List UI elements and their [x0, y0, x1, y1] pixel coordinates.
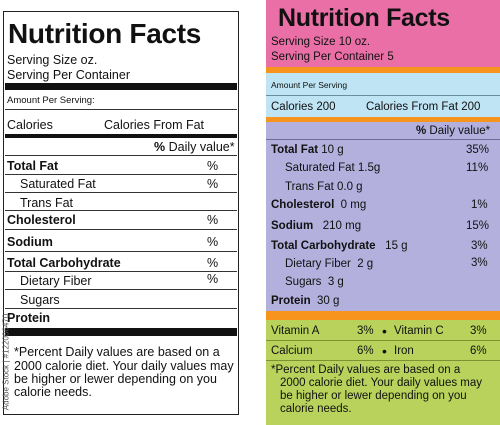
left-divider: [5, 308, 237, 309]
right-iron-pct: 6%: [470, 345, 487, 357]
right-percent-sign: %: [416, 125, 427, 137]
right-nutrients-band: [266, 122, 500, 311]
left-row-protein: Protein: [7, 311, 51, 325]
right-row-protein: Protein 30 g: [271, 295, 340, 307]
right-vitamin-a-pct: 3%: [357, 325, 374, 337]
right-row-sodium: Sodium 210 mg: [271, 220, 362, 232]
right-serving-per-container: Serving Per Container 5: [271, 51, 394, 63]
right-amount-per-serving: Amount Per Serving: [271, 80, 348, 90]
right-footnote-line-1: *Percent Daily values are based on a: [271, 364, 461, 376]
left-calories: Calories: [7, 118, 53, 132]
left-row-sodium-pct: %: [207, 235, 219, 249]
left-row-total-carbohydrate-pct: %: [207, 256, 219, 270]
right-divider: [266, 139, 500, 140]
right-footnote-line-4: calorie needs.: [280, 403, 352, 415]
left-footnote-line-2: 2000 calorie diet. Your daily values may: [14, 359, 234, 373]
left-row-total-fat: Total Fat: [7, 159, 59, 173]
right-daily-value-text: Daily value*: [426, 125, 491, 137]
right-row-total-fat: Total Fat 10 g: [271, 144, 344, 156]
left-nutrition-label: Nutrition Facts Serving Size oz. Serving…: [0, 0, 245, 425]
left-row-total-fat-pct: %: [207, 159, 219, 173]
left-daily-value-text: Daily value*: [165, 140, 235, 154]
left-row-total-carbohydrate: Total Carbohydrate: [7, 256, 121, 270]
right-row-total-carbohydrate: Total Carbohydrate 15 g: [271, 240, 408, 252]
right-calcium-pct: 6%: [357, 345, 374, 357]
left-percent-sign: %: [154, 140, 166, 154]
left-divider: [5, 192, 237, 193]
right-iron: Iron: [394, 345, 414, 357]
left-row-sodium: Sodium: [7, 235, 53, 249]
left-serving-per-container: Serving Per Container: [7, 68, 130, 82]
right-row-sugars: Sugars 3 g: [285, 276, 344, 288]
left-divider: [5, 155, 237, 156]
right-calcium: Calcium: [271, 345, 313, 357]
right-footnote-line-2: 2000 calorie diet. Your daily values may: [280, 377, 483, 389]
right-row-dietary-fiber-pct: 3%: [471, 257, 488, 269]
left-amount-per-serving: Amount Per Serving:: [7, 95, 95, 106]
right-row-cholesterol-pct: 1%: [471, 199, 488, 211]
left-footnote-line-1: *Percent Daily values are based on a: [14, 345, 220, 359]
right-vitamin-a: Vitamin A: [271, 325, 320, 337]
bullet-icon: •: [382, 323, 387, 339]
left-title: Nutrition Facts: [8, 18, 202, 49]
right-divider: [266, 360, 500, 361]
right-daily-value-header: % Daily value*: [416, 125, 490, 137]
right-footnote-line-3: be higher or lewer depending on you: [280, 390, 467, 402]
right-vitamins-band: [266, 320, 500, 425]
left-row-saturated-fat-pct: %: [207, 177, 219, 191]
left-divider: [5, 210, 237, 211]
right-row-cholesterol: Cholesterol 0 mg: [271, 199, 367, 211]
right-separator-1: [266, 67, 500, 73]
right-vitamin-c: Vitamin C: [394, 325, 444, 337]
left-calories-from-fat: Calories From Fat: [104, 118, 205, 132]
left-divider: [5, 251, 237, 252]
left-divider: [5, 289, 237, 290]
left-row-cholesterol: Cholesterol: [7, 213, 76, 227]
right-serving-size: Serving Size 10 oz.: [271, 36, 371, 48]
left-label-frame: [3, 11, 239, 415]
right-divider: [266, 340, 500, 341]
right-calories: Calories 200: [271, 101, 336, 113]
left-row-dietary-fiber: Dietary Fiber: [20, 274, 92, 288]
right-calories-from-fat: Calories From Fat 200: [366, 101, 481, 113]
stock-id-watermark: Adobe Stock | #122086470: [1, 313, 11, 411]
right-separator-2: [266, 117, 500, 122]
left-footnote-line-4: calorie needs.: [14, 385, 92, 399]
right-title: Nutrition Facts: [278, 4, 450, 32]
left-row-dietary-fiber-pct: %: [207, 272, 219, 286]
left-divider: [5, 109, 237, 110]
left-serving-size: Serving Size oz.: [7, 53, 98, 67]
left-medium-divider: [5, 134, 237, 138]
right-divider: [266, 95, 500, 96]
right-row-total-carbohydrate-pct: 3%: [471, 240, 488, 252]
left-row-cholesterol-pct: %: [207, 213, 219, 227]
right-row-trans-fat: Trans Fat 0.0 g: [285, 181, 363, 193]
right-row-saturated-fat-pct: 11%: [466, 162, 489, 174]
left-thick-divider-2: [5, 328, 237, 336]
left-row-sugars: Sugars: [20, 293, 60, 307]
left-divider: [5, 229, 237, 230]
right-vitamin-c-pct: 3%: [470, 325, 487, 337]
left-divider: [5, 174, 237, 175]
left-row-trans-fat: Trans Fat: [20, 196, 74, 210]
right-row-saturated-fat: Saturated Fat 1.5g: [285, 162, 381, 174]
right-header-band: [266, 0, 500, 67]
left-daily-value-header: % Daily value*: [154, 140, 235, 154]
left-divider: [5, 271, 237, 272]
right-row-dietary-fiber: Dietary Fiber 2 g: [285, 258, 374, 270]
right-nutrition-label: Nutrition Facts Serving Size 10 oz. Serv…: [266, 0, 500, 425]
right-row-total-fat-pct: 35%: [466, 144, 490, 156]
bullet-icon: •: [382, 343, 387, 359]
left-row-saturated-fat: Saturated Fat: [20, 177, 96, 191]
left-footnote-line-3: be higher or lewer depending on you: [14, 372, 217, 386]
right-row-sodium-pct: 15%: [466, 220, 490, 232]
right-separator-3: [266, 311, 500, 320]
left-thick-divider-1: [5, 83, 237, 90]
